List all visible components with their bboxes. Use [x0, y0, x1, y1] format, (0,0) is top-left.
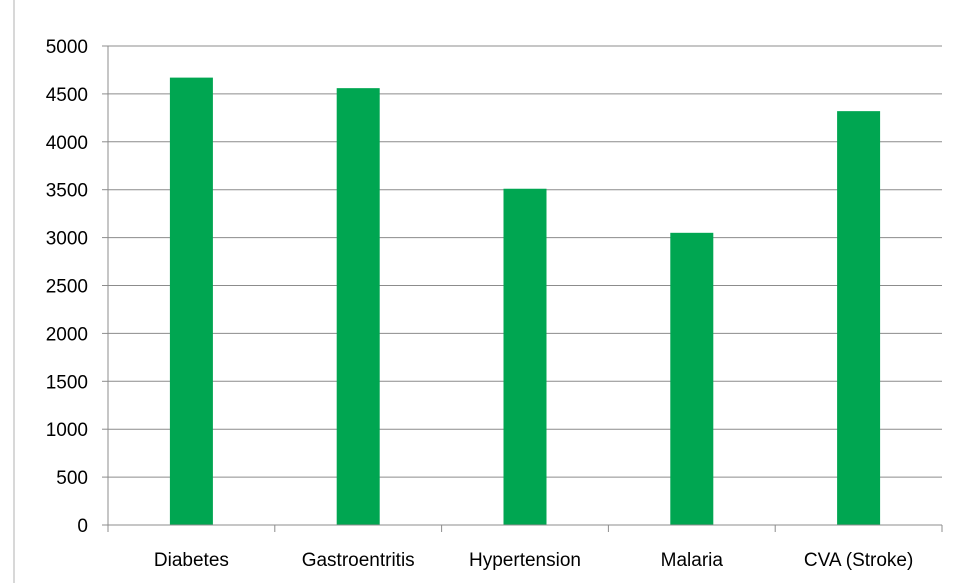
bar [670, 232, 714, 525]
bar [503, 188, 547, 525]
bar [169, 77, 213, 525]
y-tick-label: 5000 [46, 37, 88, 58]
y-axis-tick-labels: 0 500 1000 1500 2000 2500 3000 3500 4000 4500 5000 [46, 37, 88, 537]
x-tick-label: Hypertension [469, 550, 581, 571]
x-tick-label: CVA (Stroke) [804, 550, 913, 571]
bar [336, 88, 380, 525]
bar [837, 111, 881, 526]
y-tick-label: 2500 [46, 277, 88, 298]
y-tick-label: 0 [77, 516, 88, 537]
x-axis-tick-labels: Diabetes Gastroentritis Hypertension Malari… [107, 525, 943, 571]
y-tick-label: 3500 [46, 181, 88, 202]
bars [169, 77, 881, 526]
y-tick-label: 2000 [46, 324, 88, 345]
y-tick-label: 1500 [46, 372, 88, 393]
y-tick-label: 3000 [46, 229, 88, 250]
x-tick-label: Malaria [661, 550, 724, 571]
y-tick-label: 1000 [46, 420, 88, 441]
y-tick-label: 4000 [46, 133, 88, 154]
y-tick-label: 4500 [46, 85, 88, 106]
y-tick-label: 500 [56, 468, 88, 489]
x-tick-label: Diabetes [154, 550, 229, 571]
x-tick-label: Gastroentritis [302, 550, 415, 571]
